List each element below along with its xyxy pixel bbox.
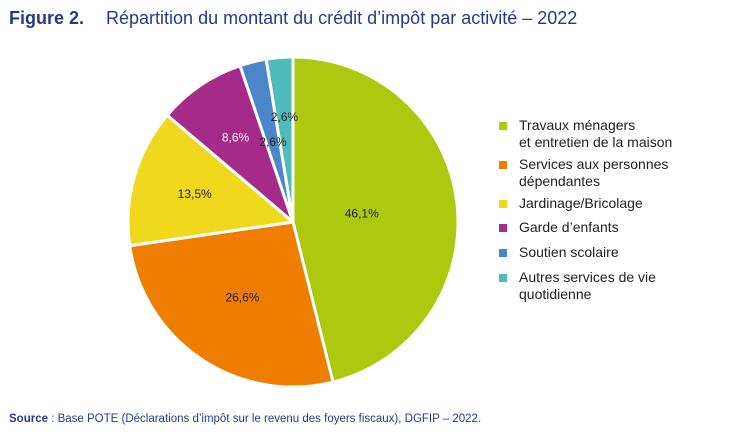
- legend-label: Garde d’enfants: [519, 219, 619, 235]
- legend-swatch: [499, 274, 507, 282]
- pie-slices: [126, 55, 460, 389]
- source-key: Source: [9, 413, 48, 425]
- pie-slice-1: [291, 55, 460, 384]
- figure-title-text: Répartition du montant du crédit d’impôt…: [106, 8, 578, 28]
- source-text: : Base POTE (Déclarations d’impôt sur le…: [48, 413, 482, 425]
- slice-value-label-5: 2,6%: [259, 135, 287, 149]
- legend-item: Garde d’enfants: [499, 219, 729, 236]
- legend-item: Travaux ménagers et entretien de la maiso…: [499, 117, 729, 151]
- figure-title: Figure 2. Répartition du montant du crédi…: [9, 8, 577, 29]
- legend-item: Autres services de vie quotidienne: [499, 269, 729, 303]
- pie-slice-2: [128, 220, 335, 389]
- legend-label: Services aux personnes dépendantes: [519, 156, 669, 189]
- legend-swatch: [499, 122, 507, 130]
- legend-item: Soutien scolaire: [499, 244, 729, 261]
- slice-value-label-1: 46,1%: [345, 207, 379, 221]
- slice-value-label-4: 8,6%: [222, 130, 250, 144]
- pie-slice-6: [264, 55, 295, 224]
- legend-swatch: [499, 224, 507, 232]
- slice-value-label-6: 2,6%: [271, 110, 299, 124]
- pie-slice-4: [165, 64, 295, 224]
- chart-legend: Travaux ménagers et entretien de la maiso…: [499, 117, 729, 308]
- legend-swatch: [499, 249, 507, 257]
- pie-labels: 46,1% 26,6% 13,5% 8,6% 2,6% 2,6%: [178, 110, 379, 305]
- slice-value-label-2: 26,6%: [225, 290, 259, 304]
- legend-label: Autres services de vie quotidienne: [519, 269, 656, 302]
- slice-value-label-3: 13,5%: [178, 187, 212, 201]
- legend-label: Jardinage/Bricolage: [519, 195, 643, 211]
- legend-label: Travaux ménagers et entretien de la maiso…: [519, 117, 673, 150]
- pie-slice-3: [126, 113, 295, 248]
- figure-label: Figure 2.: [9, 8, 85, 28]
- legend-swatch: [499, 161, 507, 169]
- source-note: Source : Base POTE (Déclarations d’impôt…: [9, 413, 481, 425]
- legend-swatch: [499, 200, 507, 208]
- legend-label: Soutien scolaire: [519, 244, 619, 260]
- legend-item: Services aux personnes dépendantes: [499, 156, 729, 190]
- legend-item: Jardinage/Bricolage: [499, 195, 729, 212]
